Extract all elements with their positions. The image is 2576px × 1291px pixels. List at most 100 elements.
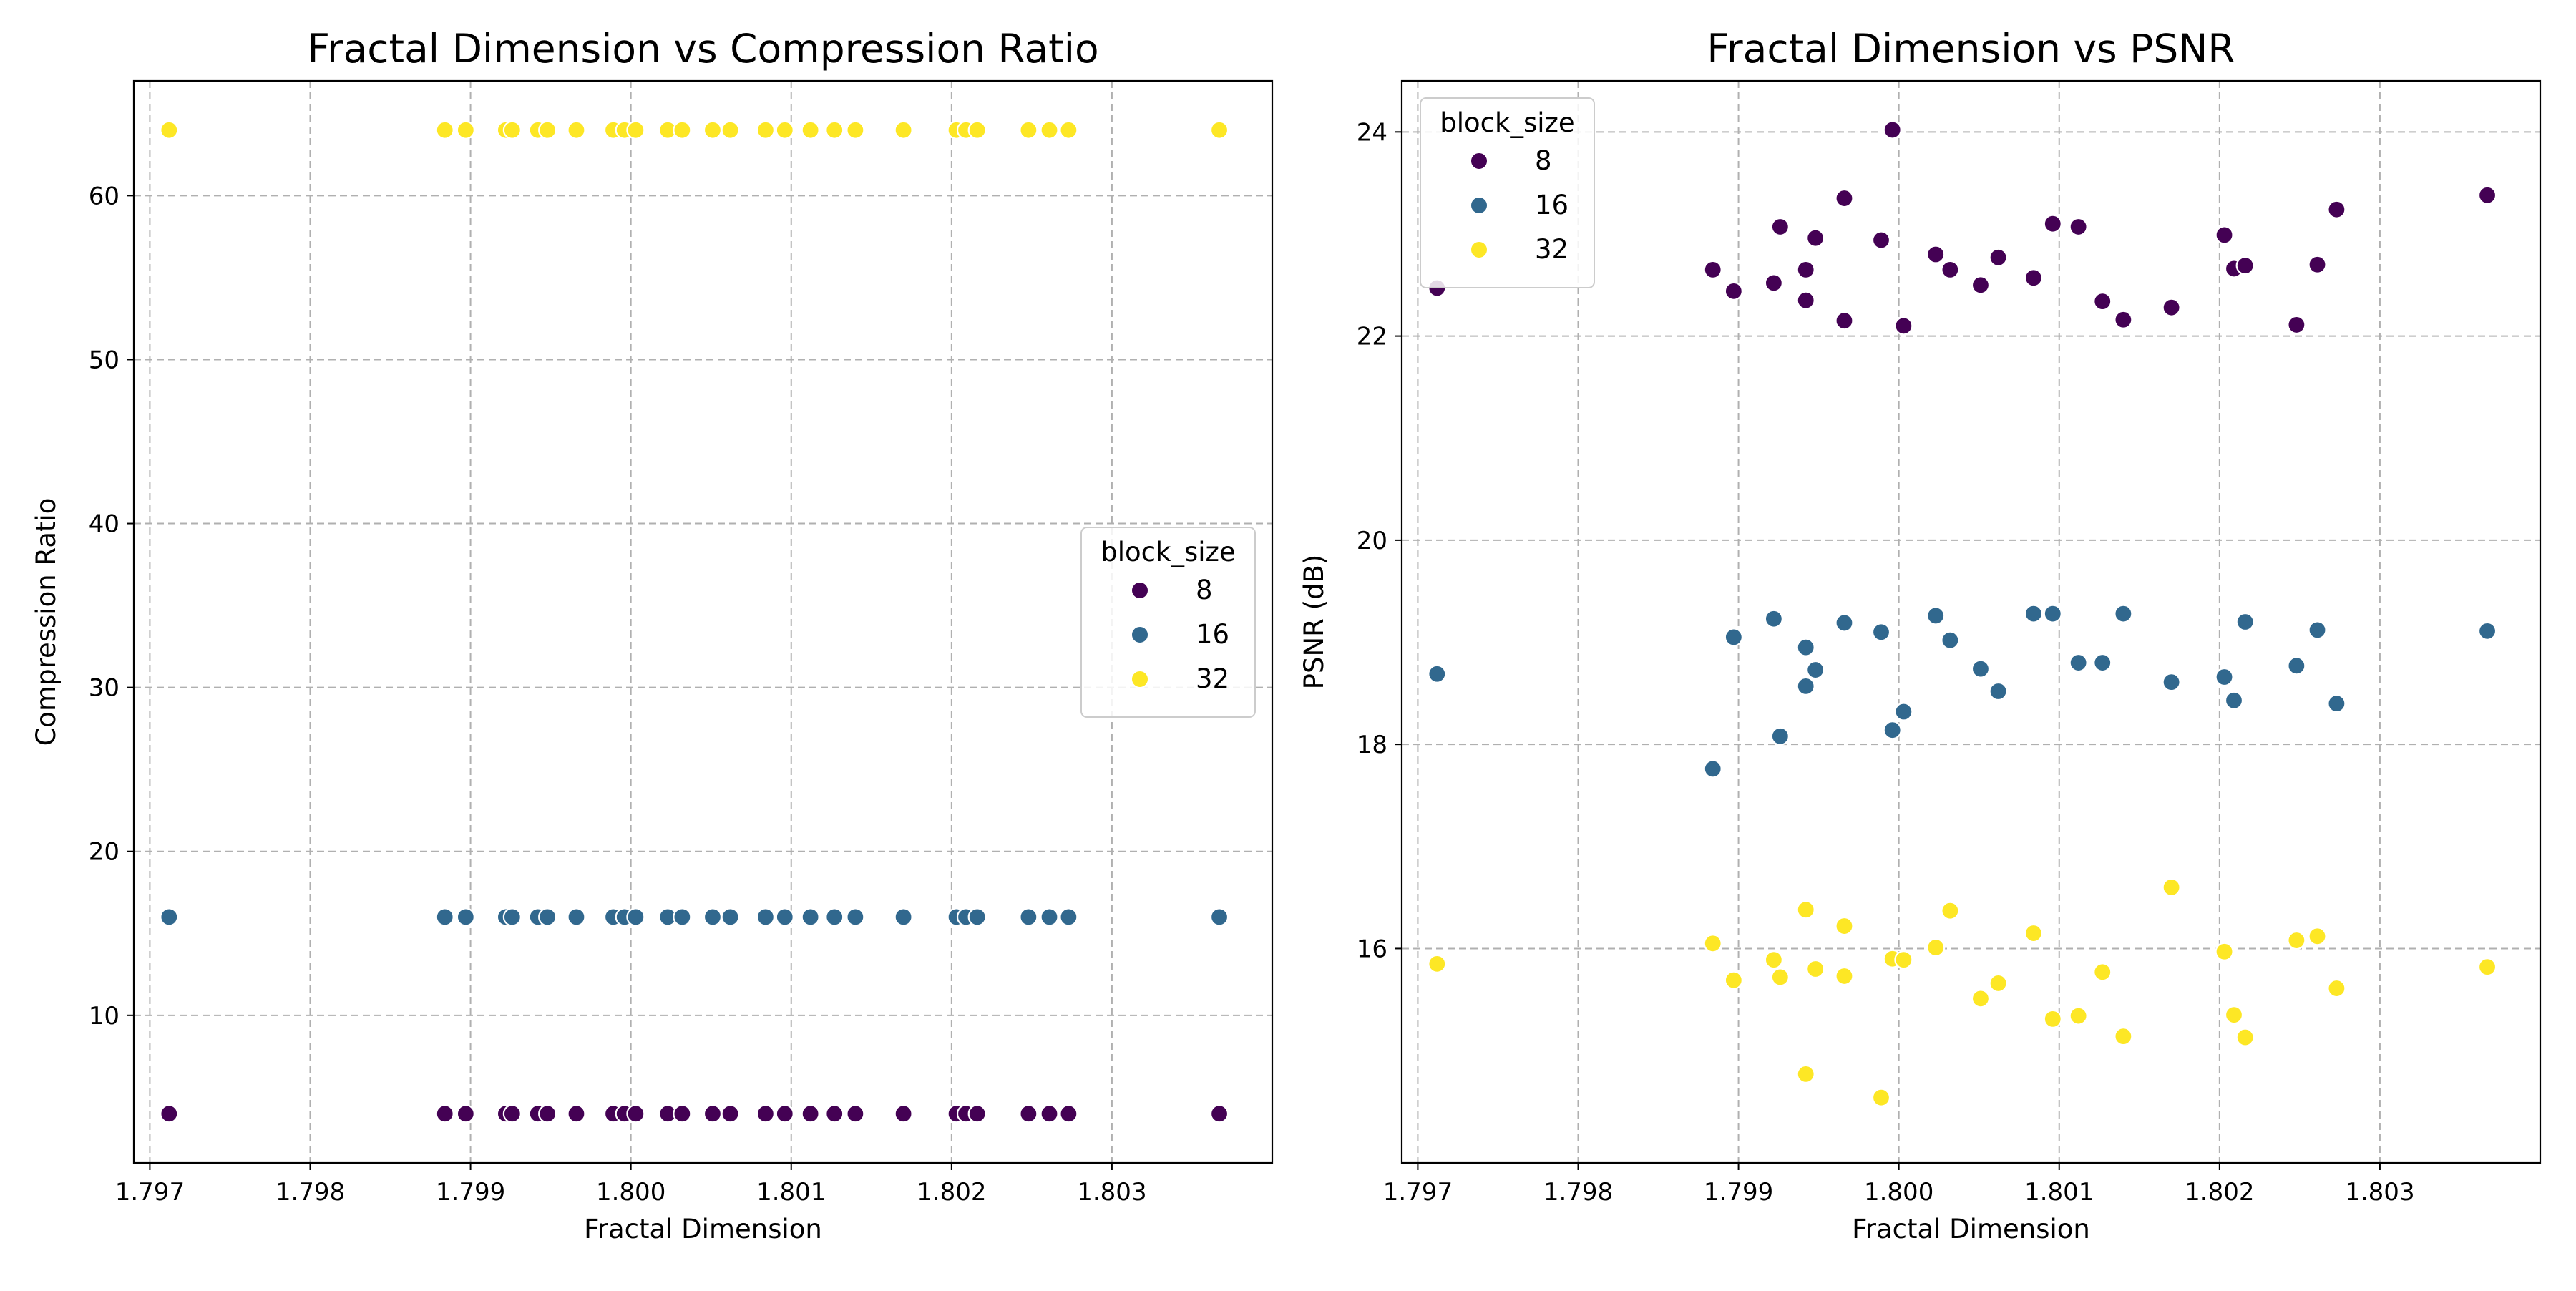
data-point bbox=[1806, 660, 1825, 680]
data-point bbox=[2162, 877, 2181, 897]
data-point bbox=[1724, 970, 1743, 990]
series-16 bbox=[1428, 604, 2497, 779]
data-point bbox=[1883, 721, 1902, 740]
data-point bbox=[2024, 604, 2043, 623]
data-point bbox=[775, 1104, 794, 1124]
legend-title: block_size bbox=[1101, 537, 1235, 567]
x-tick-label: 1.800 bbox=[596, 1178, 665, 1207]
data-point bbox=[801, 1104, 820, 1124]
series-32 bbox=[160, 120, 1229, 140]
y-tick-label: 20 bbox=[1357, 527, 1387, 555]
chart-1: 1.797 1.798 1.799 1.800 1.801 1.802 1.803 10 20 3… bbox=[31, 26, 1274, 1244]
data-point bbox=[2093, 653, 2112, 673]
data-point bbox=[1926, 606, 1946, 625]
data-point bbox=[538, 1104, 557, 1124]
legend-entry: 8 bbox=[1196, 575, 1213, 605]
data-point bbox=[626, 1104, 645, 1124]
data-point bbox=[456, 120, 475, 140]
data-point bbox=[1835, 188, 1854, 208]
data-point bbox=[1059, 120, 1078, 140]
y-axis-label: PSNR (dB) bbox=[1299, 555, 1330, 690]
data-point bbox=[1040, 120, 1059, 140]
x-tick-label: 1.800 bbox=[1864, 1178, 1933, 1207]
data-point bbox=[2287, 656, 2306, 676]
data-point bbox=[435, 1104, 454, 1124]
data-point bbox=[673, 120, 692, 140]
data-point bbox=[894, 1104, 913, 1124]
x-tick-label: 1.798 bbox=[1543, 1178, 1613, 1207]
data-point bbox=[1019, 907, 1038, 927]
data-point bbox=[567, 120, 586, 140]
data-point bbox=[1703, 260, 1722, 279]
data-point bbox=[1835, 311, 1854, 331]
data-point bbox=[2308, 255, 2327, 274]
data-point bbox=[1059, 1104, 1078, 1124]
y-tick-label: 18 bbox=[1357, 731, 1387, 759]
data-point bbox=[1770, 968, 1790, 987]
data-point bbox=[1871, 623, 1891, 642]
data-point bbox=[2043, 1009, 2062, 1028]
legend-box bbox=[1420, 97, 1595, 288]
data-point bbox=[2327, 978, 2346, 998]
data-point bbox=[1926, 245, 1946, 264]
series-32 bbox=[1428, 877, 2497, 1107]
data-point bbox=[703, 120, 723, 140]
data-point bbox=[2327, 200, 2346, 219]
data-point bbox=[1989, 248, 2008, 267]
data-point bbox=[1703, 759, 1722, 779]
data-point bbox=[502, 120, 522, 140]
data-point bbox=[435, 120, 454, 140]
data-point bbox=[2043, 604, 2062, 623]
data-point bbox=[1926, 937, 1946, 958]
data-point bbox=[1428, 664, 1447, 683]
y-tick-label: 30 bbox=[89, 674, 119, 703]
data-point bbox=[1941, 630, 1960, 650]
data-point bbox=[1806, 228, 1825, 248]
data-point bbox=[1971, 989, 1991, 1008]
legend: block_size 8 16 32 bbox=[1420, 97, 1595, 288]
legend-marker bbox=[1470, 240, 1488, 259]
data-point bbox=[1703, 934, 1722, 953]
data-point bbox=[1796, 900, 1815, 920]
x-tick-label: 1.798 bbox=[275, 1178, 345, 1207]
data-point bbox=[2477, 958, 2497, 977]
y-tick-label: 50 bbox=[89, 346, 119, 374]
data-point bbox=[1209, 120, 1229, 140]
data-point bbox=[1796, 676, 1815, 696]
x-tick-label: 1.801 bbox=[2024, 1178, 2094, 1207]
x-tick-label: 1.802 bbox=[917, 1178, 986, 1207]
x-tick-label: 1.797 bbox=[115, 1178, 185, 1207]
data-point bbox=[1796, 291, 1815, 310]
data-point bbox=[1040, 907, 1059, 927]
data-point bbox=[801, 907, 820, 927]
chart-title: Fractal Dimension vs PSNR bbox=[1707, 26, 2235, 72]
data-point bbox=[825, 120, 844, 140]
data-point bbox=[673, 907, 692, 927]
legend-entry: 8 bbox=[1535, 145, 1552, 176]
data-point bbox=[2114, 604, 2133, 623]
legend-entry: 32 bbox=[1196, 663, 1229, 694]
data-point bbox=[160, 907, 179, 927]
data-point bbox=[1209, 907, 1229, 927]
data-point bbox=[2162, 298, 2181, 317]
data-point bbox=[846, 907, 865, 927]
data-point bbox=[967, 907, 987, 927]
y-tick-label: 20 bbox=[89, 838, 119, 867]
data-point bbox=[2308, 927, 2327, 946]
x-axis-label: Fractal Dimension bbox=[1852, 1214, 2090, 1244]
legend: block_size 8 16 32 bbox=[1080, 527, 1256, 718]
data-point bbox=[1040, 1104, 1059, 1124]
data-point bbox=[1989, 973, 2008, 993]
data-point bbox=[1883, 120, 1902, 140]
data-point bbox=[2327, 694, 2346, 713]
x-tick-label: 1.803 bbox=[1077, 1178, 1146, 1207]
data-point bbox=[2224, 691, 2244, 710]
data-point bbox=[1871, 1088, 1891, 1107]
y-tick-label: 10 bbox=[89, 1002, 119, 1031]
data-point bbox=[721, 120, 740, 140]
x-tick-label: 1.799 bbox=[436, 1178, 505, 1207]
data-point bbox=[2162, 673, 2181, 692]
data-point bbox=[2215, 667, 2234, 687]
data-point bbox=[756, 1104, 775, 1124]
